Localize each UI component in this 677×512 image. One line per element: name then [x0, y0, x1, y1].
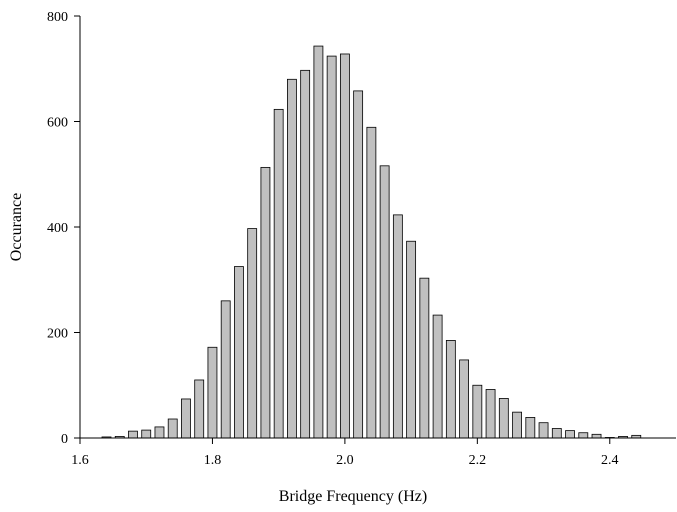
histogram-bar: [379, 165, 390, 439]
y-tick-label: 600: [47, 116, 68, 131]
y-tick-label: 800: [47, 10, 68, 25]
histogram-bar: [538, 422, 549, 439]
histogram-bar: [128, 430, 138, 439]
histogram-bar: [445, 340, 456, 439]
histogram-bar: [287, 78, 297, 439]
histogram-bar: [273, 108, 284, 439]
histogram-bar: [141, 429, 152, 439]
y-axis-title: Occurance: [8, 193, 25, 261]
histogram-bar: [485, 389, 496, 439]
histogram-bar: [234, 266, 244, 439]
histogram-bar: [432, 314, 443, 439]
x-axis-title: Bridge Frequency (Hz): [279, 488, 427, 505]
bars-group: [101, 45, 642, 439]
y-tick-label: 200: [47, 327, 68, 342]
histogram-bar: [591, 433, 602, 439]
histogram-bar: [194, 379, 205, 439]
x-tick-label: 2.2: [469, 453, 487, 468]
histogram-bar: [300, 69, 311, 439]
histogram-bar: [459, 359, 469, 439]
histogram-bar: [313, 45, 324, 439]
histogram-bar: [247, 228, 258, 439]
histogram-bar: [339, 53, 350, 439]
histogram-bar: [578, 432, 589, 439]
histogram-bar: [167, 418, 178, 439]
x-tick-label: 2.0: [336, 453, 354, 468]
histogram-bar: [512, 411, 522, 439]
x-tick-label: 2.4: [601, 453, 619, 468]
y-tick-label: 0: [61, 432, 68, 447]
histogram-bar: [565, 430, 575, 439]
histogram-bar: [472, 384, 483, 439]
histogram-bar: [181, 398, 191, 439]
histogram-bar: [419, 277, 430, 439]
histogram-bar: [154, 426, 165, 439]
histogram-bar: [220, 300, 231, 439]
histogram-bar: [406, 240, 417, 439]
x-tick-label: 1.8: [204, 453, 222, 468]
y-axis-ticks: 0 200 400 600 800: [47, 10, 80, 447]
histogram-bar: [525, 417, 536, 439]
histogram-bar: [551, 428, 562, 439]
x-axis-ticks: 1.6 1.8 2.0 2.2 2.4: [71, 438, 619, 468]
histogram-bar: [260, 166, 271, 439]
y-tick-label: 400: [47, 221, 68, 236]
histogram-bar: [353, 90, 364, 439]
histogram-bar: [366, 126, 377, 439]
histogram-bar: [326, 55, 337, 439]
histogram-bar: [498, 398, 509, 439]
histogram-bar: [392, 214, 403, 439]
histogram-bar: [207, 346, 218, 439]
x-tick-label: 1.6: [71, 453, 89, 468]
